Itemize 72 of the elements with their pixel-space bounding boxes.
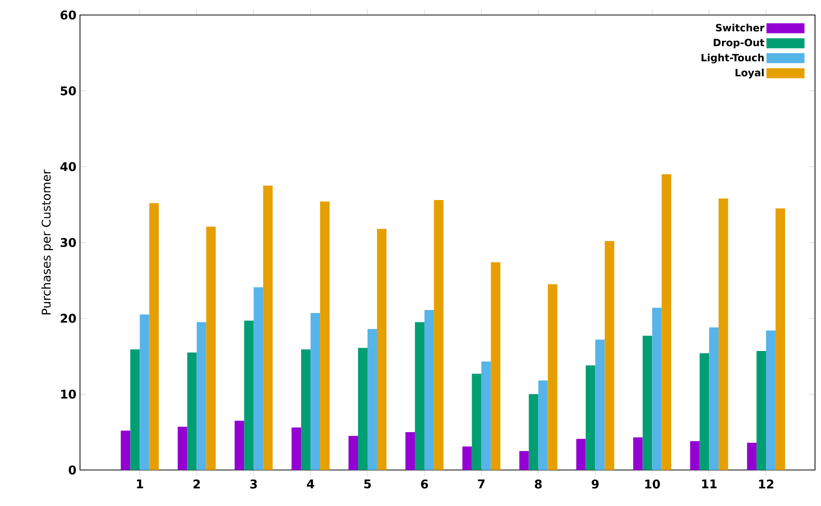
bar — [776, 208, 786, 470]
y-tick-label: 40 — [60, 162, 76, 172]
bar — [377, 228, 387, 470]
bar — [709, 327, 719, 470]
bar — [206, 226, 216, 470]
bar — [120, 430, 130, 470]
bar — [196, 322, 206, 470]
bar — [310, 313, 320, 470]
bar — [604, 240, 614, 470]
x-tick-label: 3 — [250, 480, 257, 489]
bar — [690, 441, 700, 470]
bar — [538, 380, 548, 470]
bar — [700, 353, 710, 470]
bar — [662, 174, 672, 470]
bar — [263, 186, 273, 470]
bar — [244, 320, 254, 470]
y-tick-label: 10 — [61, 390, 76, 399]
x-tick-label: 8 — [534, 480, 542, 489]
bar — [234, 420, 244, 470]
bar — [633, 437, 643, 470]
x-tick-label: 7 — [478, 480, 485, 488]
bar — [320, 202, 330, 470]
bar — [348, 436, 358, 470]
bar — [187, 352, 197, 470]
bar — [766, 330, 776, 470]
bar — [472, 374, 482, 470]
bar — [301, 349, 311, 470]
bar — [358, 348, 368, 470]
legend-label: Drop-Out — [714, 38, 764, 48]
x-tick-label: 10 — [645, 480, 660, 489]
x-tick-label: 11 — [702, 480, 717, 488]
y-tick-label: 0 — [68, 465, 76, 475]
bar — [130, 349, 140, 470]
bar — [368, 328, 378, 470]
bar — [490, 262, 500, 470]
bar — [434, 200, 444, 470]
y-tick-label: 20 — [60, 314, 76, 323]
x-tick-label: 2 — [194, 480, 200, 488]
bar — [548, 284, 558, 470]
x-tick-label: 1 — [136, 480, 144, 488]
bar — [149, 203, 159, 470]
bar — [519, 451, 529, 470]
bar — [756, 350, 766, 470]
bar — [178, 426, 188, 470]
bar — [424, 310, 434, 470]
y-tick-label: 30 — [60, 238, 76, 248]
legend-label: Loyal — [736, 68, 764, 78]
bar — [528, 394, 538, 470]
bar — [576, 438, 586, 470]
bar — [652, 308, 662, 470]
bar — [747, 442, 757, 470]
bar — [595, 340, 605, 470]
bar — [718, 198, 728, 470]
bar — [586, 365, 596, 470]
x-tick-label: 5 — [364, 480, 371, 488]
x-tick-label: 9 — [592, 480, 599, 489]
bar — [405, 432, 415, 470]
y-tick-label: 50 — [60, 86, 76, 96]
bar — [292, 428, 302, 470]
bar — [642, 336, 652, 470]
y-tick-label: 60 — [60, 10, 76, 20]
x-tick-label: 12 — [759, 480, 774, 488]
x-tick-label: 4 — [306, 480, 314, 488]
bar — [140, 314, 150, 470]
bar — [462, 446, 472, 470]
bar — [481, 362, 491, 470]
legend-label: Light-Touch — [702, 54, 764, 64]
bar — [254, 287, 264, 470]
y-axis-title: Purchases per Customer — [41, 169, 53, 314]
bar — [414, 322, 424, 470]
legend-label: Switcher — [716, 24, 764, 32]
x-tick-label: 6 — [421, 480, 428, 489]
